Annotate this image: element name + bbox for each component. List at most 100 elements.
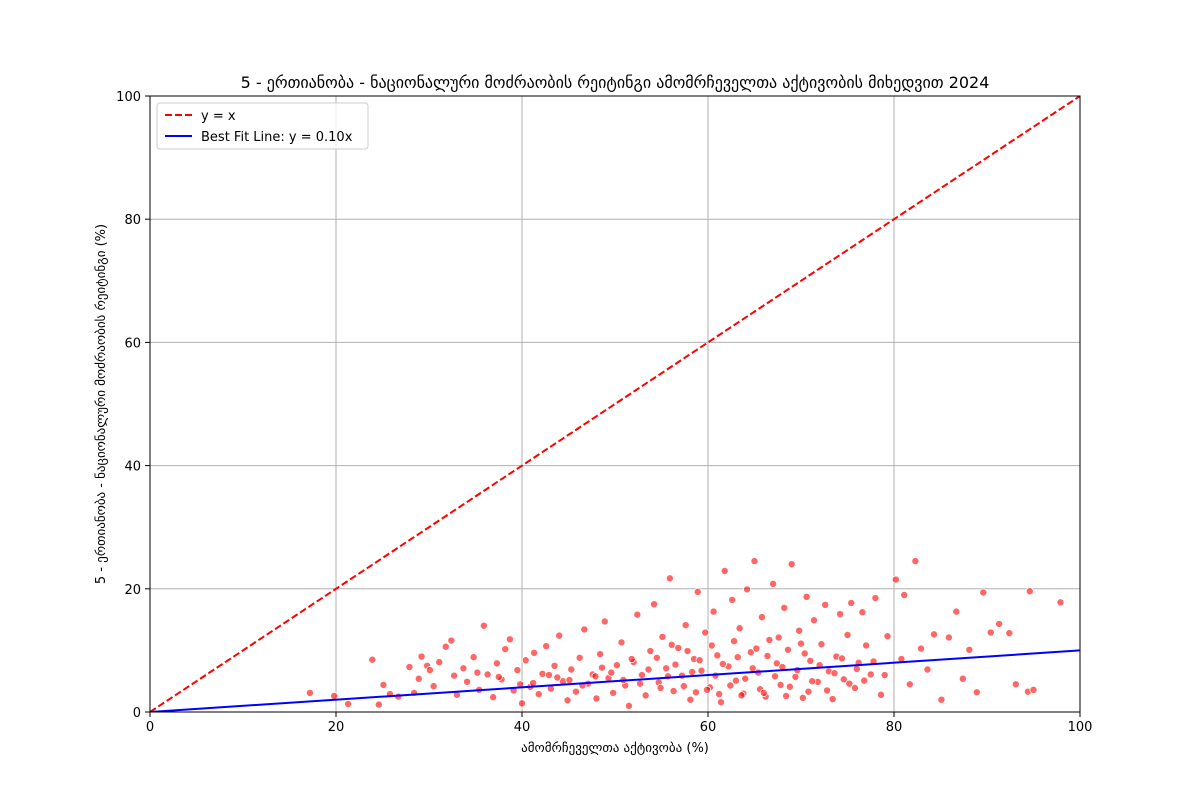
scatter-point [597, 663, 606, 672]
scatter-point [417, 652, 426, 661]
scatter-point [728, 595, 737, 604]
scatter-point [494, 672, 503, 681]
scatter-point [553, 673, 562, 682]
scatter-point [695, 656, 704, 665]
scatter-point [748, 664, 757, 673]
scatter-point [441, 642, 450, 651]
scatter-point [414, 674, 423, 683]
scatter-point [305, 688, 314, 697]
scatter-point [871, 594, 880, 603]
scatter-point [923, 665, 932, 674]
scatter-point [521, 656, 530, 665]
scatter-point [852, 664, 861, 673]
scatter-point [596, 650, 605, 659]
legend-entry-fit-line: Best Fit Line: y = 0.10x [201, 130, 353, 145]
scatter-point [905, 680, 914, 689]
scatter-point [669, 687, 678, 696]
scatter-point [330, 691, 339, 700]
scatter-point [469, 653, 478, 662]
scatter-point [810, 616, 819, 625]
scatter-point [876, 690, 885, 699]
scatter-point [679, 682, 688, 691]
y-tick-label: 100 [116, 90, 141, 105]
scatter-point [463, 677, 472, 686]
scatter-point [821, 600, 830, 609]
scatter-point [785, 682, 794, 691]
scatter-point [1056, 598, 1065, 607]
scatter-point [972, 688, 981, 697]
scatter-point [505, 635, 514, 644]
scatter-point [662, 664, 671, 673]
scatter-point [862, 641, 871, 650]
scatter-point [828, 695, 837, 704]
scatter-point [965, 645, 974, 654]
scatter-point [733, 653, 742, 662]
scatter-point [1029, 685, 1038, 694]
scatter-point [900, 590, 909, 599]
scatter-point [513, 666, 522, 675]
scatter-point [518, 699, 527, 708]
scatter-point [538, 669, 547, 678]
scatter-point [850, 683, 859, 692]
scatter-point [707, 641, 716, 650]
legend: y = x Best Fit Line: y = 0.10x [156, 102, 369, 150]
scatter-point [937, 695, 946, 704]
scatter-point [624, 701, 633, 710]
scatter-point [787, 560, 796, 569]
scatter-point [530, 648, 539, 657]
scatter-point [866, 670, 875, 679]
scatter-point [686, 695, 695, 704]
scatter-point [368, 655, 377, 664]
scatter-point [830, 669, 839, 678]
scatter-point [627, 655, 636, 664]
axis-ticks: 0 20 40 60 80 100 0 20 40 60 80 100 [116, 90, 1092, 735]
scatter-point [644, 665, 653, 674]
scatter-point [544, 671, 553, 680]
plot-area [150, 96, 1080, 712]
scatter-point [735, 624, 744, 633]
scatter-point [567, 665, 576, 674]
scatter-point [806, 656, 815, 665]
scatter-point [674, 643, 683, 652]
scatter-point [802, 592, 811, 601]
y-axis-label: 5 - ერთიანობა - ნაციონალური მოძრაობის რე… [94, 224, 109, 584]
scatter-point [743, 585, 752, 594]
scatter-point [489, 693, 498, 702]
scatter-point [425, 666, 434, 675]
scatter-point [665, 574, 674, 583]
scatter-point [757, 613, 766, 622]
scatter-point [808, 677, 817, 686]
scatter-point [374, 700, 383, 709]
scatter-point [782, 691, 791, 700]
scatter-point [791, 672, 800, 681]
grid-lines [149, 95, 1081, 713]
scatter-point [575, 653, 584, 662]
scatter-point [600, 617, 609, 626]
scatter-point [817, 640, 826, 649]
x-axis-label: ამომრჩეველთა აქტივობა (%) [521, 741, 709, 756]
scatter-point [650, 600, 659, 609]
scatter-point [958, 674, 967, 683]
scatter-point [693, 587, 702, 596]
scatter-point [759, 688, 768, 697]
scatter-point [952, 607, 961, 616]
scatter-point [563, 696, 572, 705]
scatter-point [845, 679, 854, 688]
scatter-point [780, 603, 789, 612]
scatter-point [479, 621, 488, 630]
scatter-point [765, 635, 774, 644]
scatter-point [769, 579, 778, 588]
scatter-point [607, 668, 616, 677]
scatter-point [609, 688, 618, 697]
scatter-point [652, 653, 661, 662]
x-tick-label: 20 [328, 720, 345, 735]
x-tick-label: 60 [700, 720, 717, 735]
scatter-point [580, 625, 589, 634]
scatter-point [1025, 587, 1034, 596]
scatter-point [612, 661, 621, 670]
scatter-point [750, 557, 759, 566]
scatter-point [730, 637, 739, 646]
scatter-point [717, 698, 726, 707]
scatter-point [405, 663, 414, 672]
